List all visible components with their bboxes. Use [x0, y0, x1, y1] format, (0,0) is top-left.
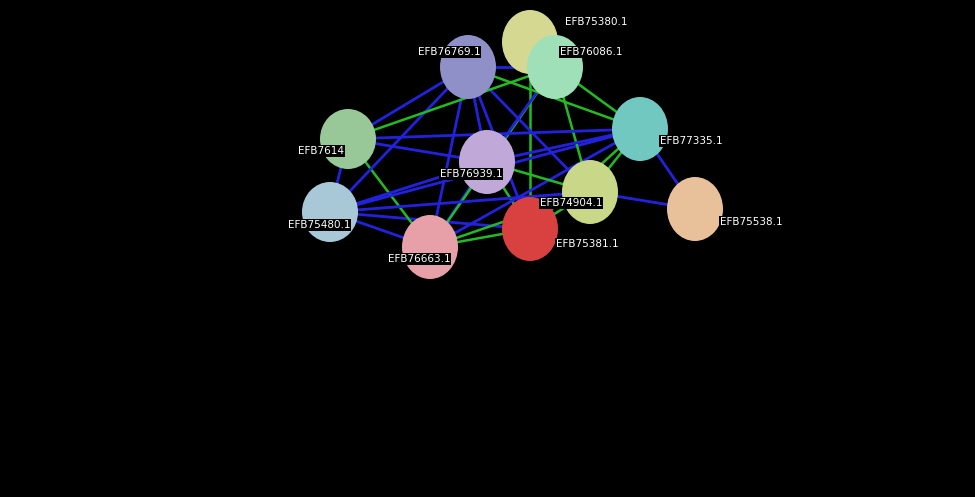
- Text: EFB75381.1: EFB75381.1: [556, 239, 618, 249]
- Ellipse shape: [612, 97, 668, 161]
- Text: EFB76663.1: EFB76663.1: [388, 254, 450, 264]
- Text: EFB7614: EFB7614: [298, 146, 344, 156]
- Text: EFB76086.1: EFB76086.1: [560, 47, 622, 57]
- Ellipse shape: [527, 35, 583, 99]
- Ellipse shape: [459, 130, 515, 194]
- Ellipse shape: [302, 182, 358, 242]
- Text: EFB74904.1: EFB74904.1: [540, 198, 603, 208]
- Ellipse shape: [320, 109, 376, 169]
- Text: EFB76939.1: EFB76939.1: [440, 169, 503, 179]
- Ellipse shape: [402, 215, 458, 279]
- Text: EFB76769.1: EFB76769.1: [418, 47, 481, 57]
- Ellipse shape: [667, 177, 723, 241]
- Text: EFB77335.1: EFB77335.1: [660, 136, 722, 146]
- Ellipse shape: [562, 160, 618, 224]
- Ellipse shape: [502, 10, 558, 74]
- Text: EFB75380.1: EFB75380.1: [565, 17, 628, 27]
- Ellipse shape: [440, 35, 496, 99]
- Text: EFB75538.1: EFB75538.1: [720, 217, 783, 227]
- Ellipse shape: [502, 197, 558, 261]
- Text: EFB75480.1: EFB75480.1: [288, 220, 350, 230]
